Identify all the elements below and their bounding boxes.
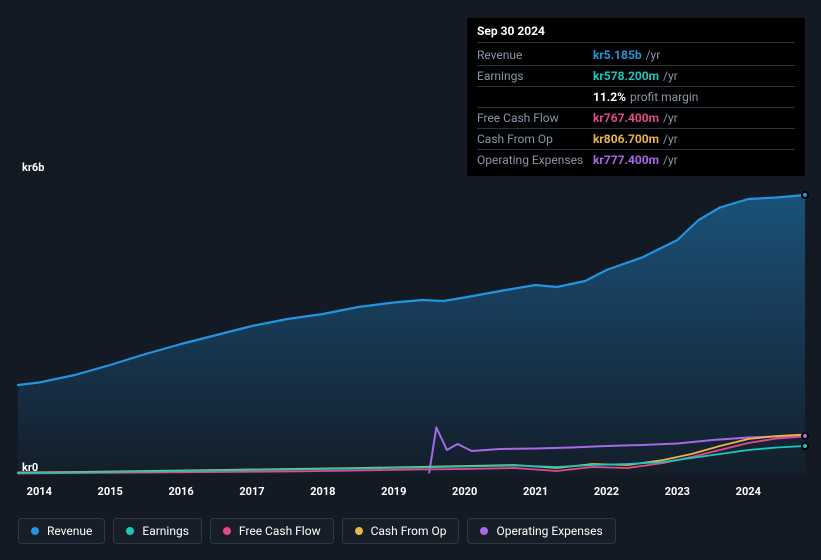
legend-item-fcf[interactable]: Free Cash Flow	[210, 518, 334, 544]
legend-item-label: Earnings	[142, 524, 189, 538]
x-axis-label: 2015	[98, 485, 123, 498]
legend: Revenue Earnings Free Cash Flow Cash From O…	[18, 518, 616, 544]
x-axis-label: 2021	[523, 485, 548, 498]
legend-item-label: Revenue	[47, 524, 92, 538]
legend-item-opex[interactable]: Operating Expenses	[467, 518, 615, 544]
revenue-area	[18, 195, 805, 475]
x-axis-label: 2023	[665, 485, 690, 498]
series-end-marker-opex	[801, 432, 809, 440]
y-axis-label: kr0	[22, 461, 38, 474]
legend-item-earnings[interactable]: Earnings	[113, 518, 202, 544]
y-axis-label: kr6b	[22, 161, 44, 174]
legend-item-label: Cash From Op	[371, 524, 447, 538]
legend-item-cashop[interactable]: Cash From Op	[342, 518, 460, 544]
x-axis-label: 2017	[239, 485, 264, 498]
legend-dot-icon	[223, 527, 231, 535]
legend-dot-icon	[355, 527, 363, 535]
legend-dot-icon	[126, 527, 134, 535]
x-axis-label: 2024	[736, 485, 761, 498]
series-end-marker-revenue	[801, 191, 809, 199]
x-axis-label: 2019	[381, 485, 406, 498]
x-axis-label: 2018	[310, 485, 335, 498]
x-axis-label: 2016	[168, 485, 193, 498]
legend-item-label: Free Cash Flow	[239, 524, 321, 538]
chart-root: Sep 30 2024 Revenuekr5.185b/yrEarningskr…	[0, 0, 821, 560]
legend-item-revenue[interactable]: Revenue	[18, 518, 105, 544]
legend-item-label: Operating Expenses	[496, 524, 602, 538]
legend-dot-icon	[480, 527, 488, 535]
x-axis-label: 2020	[452, 485, 477, 498]
series-end-marker-earnings	[801, 442, 809, 450]
x-axis-label: 2014	[27, 485, 52, 498]
x-axis-label: 2022	[594, 485, 619, 498]
line-chart[interactable]	[0, 0, 821, 560]
legend-dot-icon	[31, 527, 39, 535]
